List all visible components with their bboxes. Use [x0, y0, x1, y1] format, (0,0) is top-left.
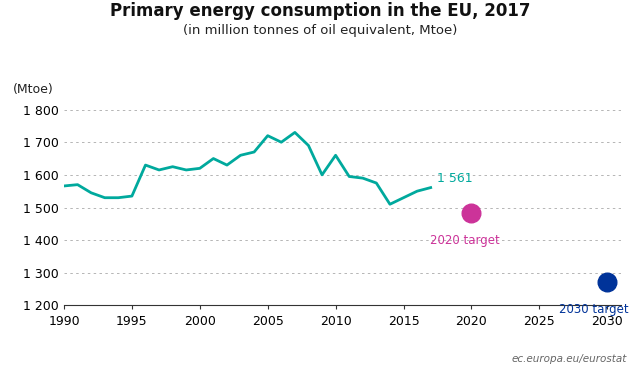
Text: (in million tonnes of oil equivalent, Mtoe): (in million tonnes of oil equivalent, Mt…	[183, 24, 457, 37]
Text: ec.europa.eu/eurostat: ec.europa.eu/eurostat	[512, 354, 627, 364]
Point	[602, 279, 612, 284]
Point	[467, 210, 477, 216]
Text: Primary energy consumption in the EU, 2017: Primary energy consumption in the EU, 20…	[109, 2, 531, 20]
Text: 2020 target: 2020 target	[429, 234, 499, 247]
Text: (Mtoe): (Mtoe)	[13, 83, 54, 96]
Text: 2030 target: 2030 target	[559, 303, 628, 316]
Text: 1 561: 1 561	[438, 171, 473, 185]
